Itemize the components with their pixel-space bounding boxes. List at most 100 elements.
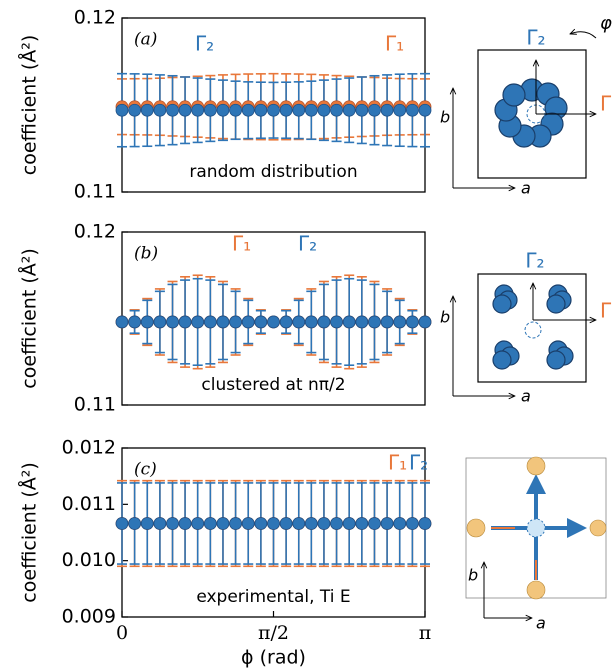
x-tick-label: 0: [116, 622, 128, 644]
point: [128, 517, 142, 530]
point: [241, 517, 255, 530]
point: [203, 103, 217, 117]
point: [418, 103, 432, 117]
point: [380, 517, 394, 530]
panel-label: (a): [134, 30, 157, 50]
atoms: [494, 78, 568, 148]
point: [216, 315, 230, 329]
legend-label: Γ₂: [409, 451, 428, 475]
y-tick-label: 0.010: [62, 549, 116, 571]
diagrams: Γ₂ Γ₁ φ a b Γ₂ Γ₁ a b a b: [440, 13, 612, 633]
point: [393, 315, 407, 329]
panel-label: (b): [134, 244, 158, 264]
point: [216, 517, 230, 530]
diagram-label: Γ₁: [600, 92, 612, 116]
center: [526, 518, 546, 538]
point: [128, 315, 142, 329]
y-tick-label: 0.009: [62, 606, 116, 628]
point: [140, 315, 154, 329]
point: [405, 517, 419, 530]
point: [128, 103, 142, 117]
diagram-label: a: [521, 387, 531, 406]
point: [380, 315, 394, 329]
frame: [477, 273, 587, 383]
diagram-label: b: [440, 308, 450, 327]
diagram-label: a: [536, 614, 546, 633]
point: [380, 103, 394, 117]
point: [166, 315, 179, 329]
point: [368, 315, 381, 329]
point: [355, 517, 369, 530]
point: [418, 315, 432, 329]
annotation: experimental, Ti E: [196, 587, 350, 607]
point: [393, 103, 407, 117]
atoms: [466, 456, 607, 600]
point: [254, 315, 268, 329]
point: [229, 315, 243, 329]
point: [279, 103, 293, 117]
legend-label: Γ₂: [298, 232, 317, 256]
y-tick-label: 0.012: [62, 437, 116, 459]
point: [330, 315, 343, 329]
point: [115, 103, 129, 117]
point: [418, 517, 432, 530]
point: [292, 103, 306, 117]
point: [166, 103, 179, 117]
point: [405, 103, 419, 117]
diagram-label: φ: [600, 13, 612, 34]
y-axis-label: coefficient (Å²): [18, 35, 41, 176]
point: [267, 103, 280, 117]
point: [292, 517, 306, 530]
rotation-arrow: [570, 32, 597, 39]
point: [178, 517, 192, 530]
point: [279, 517, 293, 530]
point: [166, 517, 179, 530]
point: [191, 103, 205, 117]
point: [355, 315, 369, 329]
x-tick-label: π/2: [258, 622, 289, 644]
y-axis-label: coefficient (Å²): [18, 462, 41, 603]
diagram-label: b: [440, 108, 450, 127]
diagram-label: Γ₂: [526, 26, 545, 50]
x-axis-label: ϕ (rad): [241, 647, 306, 669]
point: [203, 315, 217, 329]
point: [140, 103, 154, 117]
point: [229, 517, 243, 530]
point: [153, 315, 167, 329]
point: [241, 103, 255, 117]
point: [317, 517, 331, 530]
annotation: clustered at nπ/2: [201, 375, 345, 395]
point: [115, 315, 129, 329]
diagram-label: Γ₁: [600, 299, 612, 323]
point: [317, 103, 331, 117]
point: [342, 315, 356, 329]
y-tick-label: 0.11: [74, 394, 116, 416]
point: [178, 103, 192, 117]
y-tick-label: 0.11: [74, 181, 116, 203]
annotation: random distribution: [189, 162, 357, 182]
point: [267, 315, 280, 329]
atoms: [492, 284, 574, 370]
point: [254, 103, 268, 117]
legend-label: Γ₁: [232, 232, 251, 256]
x-tick-label: π: [419, 622, 432, 644]
y-tick-label: 0.12: [74, 7, 116, 29]
point: [140, 517, 154, 530]
center: [524, 321, 542, 339]
point: [203, 517, 217, 530]
point: [241, 315, 255, 329]
point: [191, 517, 205, 530]
point: [342, 103, 356, 117]
point: [115, 517, 129, 530]
point: [304, 315, 318, 329]
diagram-label: b: [468, 566, 478, 585]
legend-label: Γ₁: [385, 32, 404, 56]
point: [229, 103, 243, 117]
point: [304, 517, 318, 530]
point: [216, 103, 230, 117]
point: [393, 517, 407, 530]
point: [279, 315, 293, 329]
point: [355, 103, 369, 117]
point: [317, 315, 331, 329]
